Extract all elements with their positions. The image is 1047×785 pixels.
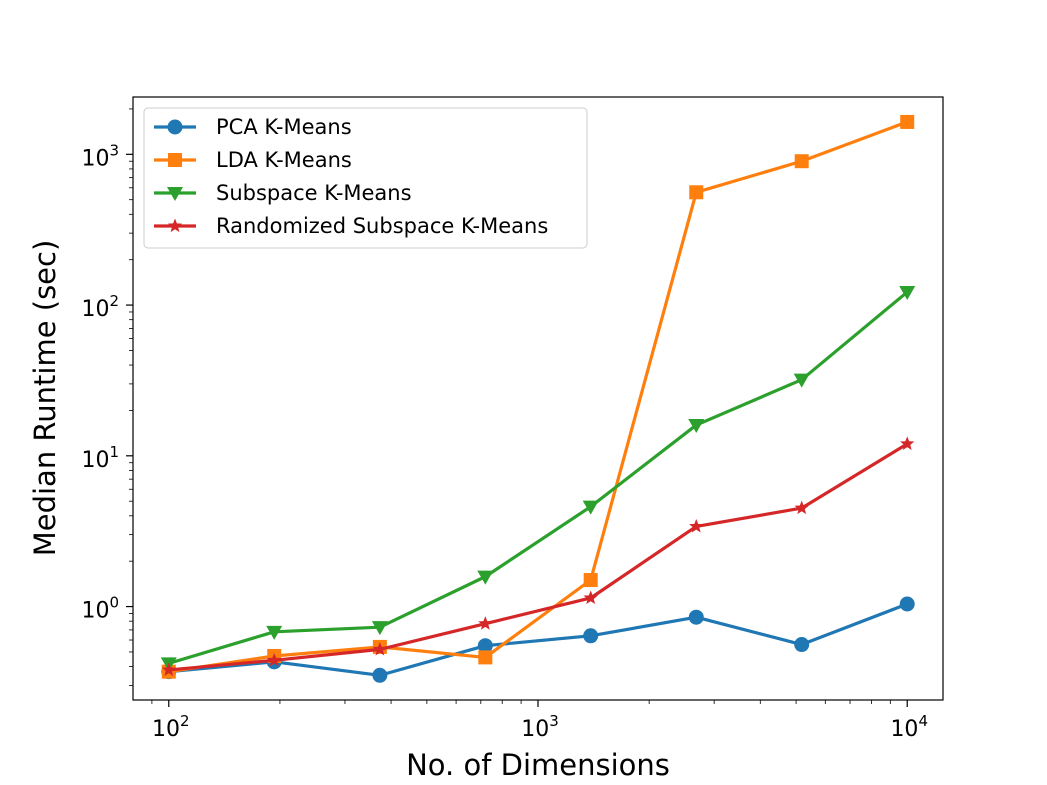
data-point xyxy=(372,667,388,683)
plot-frame xyxy=(132,96,944,701)
y-tick-label: 103 xyxy=(81,141,119,171)
legend-box xyxy=(143,107,588,249)
legend-marker xyxy=(168,153,182,167)
data-point xyxy=(267,652,282,667)
legend-label: LDA K-Means xyxy=(216,148,352,172)
y-tick-label: 100 xyxy=(81,594,119,624)
data-point xyxy=(688,609,704,625)
series-randomized-subspace-k-means xyxy=(161,436,915,676)
data-point xyxy=(583,590,598,605)
legend-item: Randomized Subspace K-Means xyxy=(154,214,548,238)
data-point xyxy=(900,114,915,129)
y-axis-label: Median Runtime (sec) xyxy=(28,240,62,557)
data-point xyxy=(899,596,915,612)
series-layer xyxy=(160,114,916,683)
data-point xyxy=(478,616,493,630)
legend-marker xyxy=(167,187,183,201)
x-axis-label: No. of Dimensions xyxy=(406,748,670,782)
data-point xyxy=(689,518,704,533)
data-point xyxy=(583,628,599,644)
legend-item: PCA K-Means xyxy=(154,115,352,139)
data-point xyxy=(582,500,599,515)
series-line xyxy=(168,442,909,672)
data-point xyxy=(478,650,493,665)
legend: PCA K-Means LDA K-Means Subspace K-Means Ra… xyxy=(143,107,588,249)
legend-label: Subspace K-Means xyxy=(216,181,412,205)
series-line xyxy=(168,602,908,677)
minor-ticks xyxy=(129,108,891,704)
legend-item: LDA K-Means xyxy=(154,148,352,172)
series-line xyxy=(168,290,909,665)
data-point xyxy=(900,436,915,450)
y-tick-label: 102 xyxy=(81,292,119,322)
data-point xyxy=(477,638,493,654)
legend-label: Randomized Subspace K-Means xyxy=(216,214,548,238)
legend-marker xyxy=(167,119,183,135)
x-tick-label: 102 xyxy=(152,712,190,742)
legend-item: Subspace K-Means xyxy=(154,181,412,205)
series-line xyxy=(168,120,908,674)
data-point xyxy=(899,286,916,301)
legend-label: PCA K-Means xyxy=(216,115,352,139)
data-point xyxy=(794,637,810,653)
y-tick-label: 101 xyxy=(81,443,119,473)
x-tick-label: 103 xyxy=(521,712,559,742)
major-ticks: 102 103 104 100 101 102 103 xyxy=(81,141,928,742)
data-point xyxy=(689,185,704,200)
data-point xyxy=(266,625,283,640)
data-point xyxy=(688,419,705,434)
data-point xyxy=(793,373,810,388)
data-point xyxy=(161,662,176,676)
data-point xyxy=(371,621,388,636)
data-point xyxy=(372,641,387,656)
data-point xyxy=(794,500,809,515)
data-point xyxy=(583,573,598,588)
data-point xyxy=(477,570,494,585)
data-point xyxy=(794,154,809,169)
x-tick-label: 104 xyxy=(890,712,928,742)
legend-marker xyxy=(167,218,183,233)
